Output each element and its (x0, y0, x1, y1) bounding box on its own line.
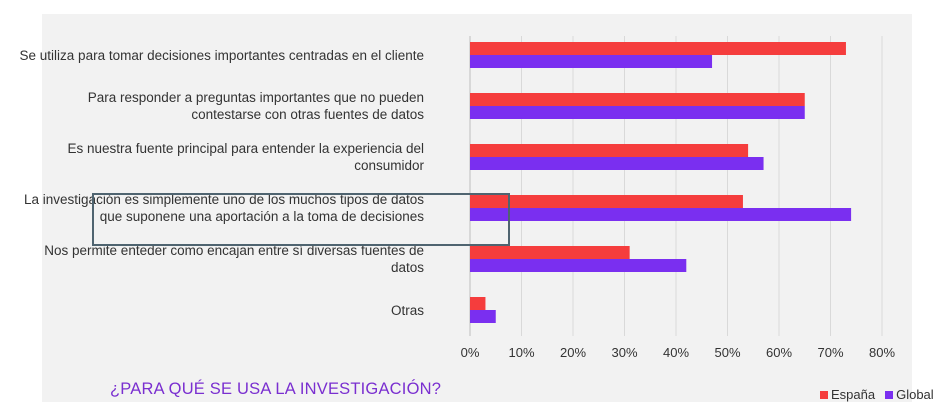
category-label: La investigación es simplemente uno de l… (24, 192, 424, 224)
x-tick-label: 50% (714, 345, 740, 360)
legend-entry-espana: España (820, 387, 875, 402)
x-tick-label: 80% (869, 345, 895, 360)
legend: España Global (820, 387, 944, 402)
category-label: Nos permite enteder como encajan entre s… (44, 243, 424, 275)
category-label: Para responder a preguntas importantes q… (87, 90, 424, 122)
x-tick-label: 40% (663, 345, 689, 360)
bar-espana (470, 246, 630, 259)
bar-global (470, 208, 852, 221)
bar-espana (470, 195, 743, 208)
category-label: Otras (390, 302, 424, 318)
bar-global (470, 106, 805, 119)
x-tick-label: 70% (817, 345, 843, 360)
x-tick-label: 10% (508, 345, 534, 360)
bar-global (470, 55, 713, 68)
bar-espana (470, 93, 805, 106)
chart-panel: 0% 10% 20% 30% 40% 50% 60% 70% 80% Se utiliza pa… (20, 14, 934, 402)
highlight-box (92, 193, 510, 246)
legend-label-espana: España (831, 387, 876, 402)
x-tick-label: 60% (766, 345, 792, 360)
bar-global (470, 310, 496, 323)
x-tick-label: 20% (560, 345, 586, 360)
legend-swatch-espana (820, 390, 828, 399)
bar-global (470, 157, 764, 170)
bar-global (470, 259, 687, 272)
x-tick-label: 30% (611, 345, 637, 360)
category-label: Se utiliza para tomar decisiones importa… (19, 47, 424, 63)
legend-entry-global: Global (885, 387, 934, 402)
bar-espana (470, 144, 749, 157)
bar-espana (470, 42, 846, 55)
legend-label-global: Global (896, 387, 934, 402)
legend-swatch-global (885, 390, 894, 399)
chart-title: ¿PARA QUÉ SE USA LA INVESTIGACIÓN? (110, 380, 442, 398)
category-label: Es nuestra fuente principal para entende… (67, 141, 424, 173)
bar-chart: 0% 10% 20% 30% 40% 50% 60% 70% 80% (461, 36, 895, 360)
bar-espana (470, 297, 486, 310)
x-tick-label: 0% (461, 345, 480, 360)
